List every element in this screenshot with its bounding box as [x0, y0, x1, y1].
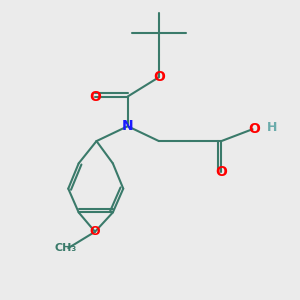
Text: O: O: [90, 225, 100, 238]
Text: CH₃: CH₃: [54, 243, 76, 253]
Text: N: N: [122, 119, 134, 133]
Text: O: O: [153, 70, 165, 84]
Text: H: H: [267, 121, 277, 134]
Text: O: O: [89, 89, 101, 103]
Text: O: O: [248, 122, 260, 136]
Text: O: O: [215, 165, 227, 179]
